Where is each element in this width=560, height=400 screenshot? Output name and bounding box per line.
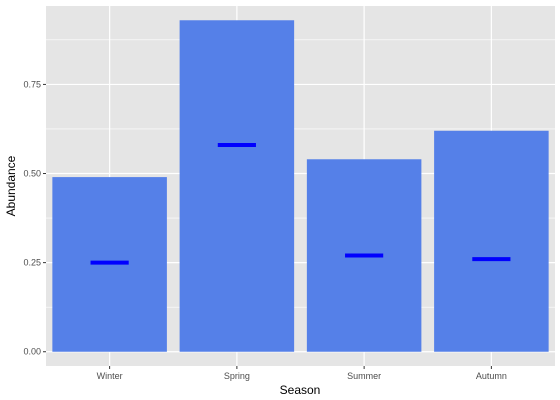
y-axis-title: Abundance (4, 155, 18, 216)
bar-spring (179, 20, 295, 352)
x-axis-ticks: Winter Spring Summer Autumn (97, 366, 507, 381)
x-tick-label: Autumn (476, 371, 507, 381)
y-tick-label: 0.50 (23, 169, 41, 179)
y-axis-ticks: 0.00 0.25 0.50 0.75 (23, 79, 46, 357)
y-tick-label: 0.25 (23, 258, 41, 268)
x-tick-label: Spring (224, 371, 250, 381)
x-axis-title: Season (280, 383, 321, 397)
bar-autumn (434, 130, 549, 352)
mean-marks (90, 143, 511, 265)
y-tick-label: 0.75 (23, 79, 41, 89)
y-tick-label: 0.00 (23, 347, 41, 357)
x-tick-label: Winter (97, 371, 123, 381)
x-tick-label: Summer (347, 371, 381, 381)
